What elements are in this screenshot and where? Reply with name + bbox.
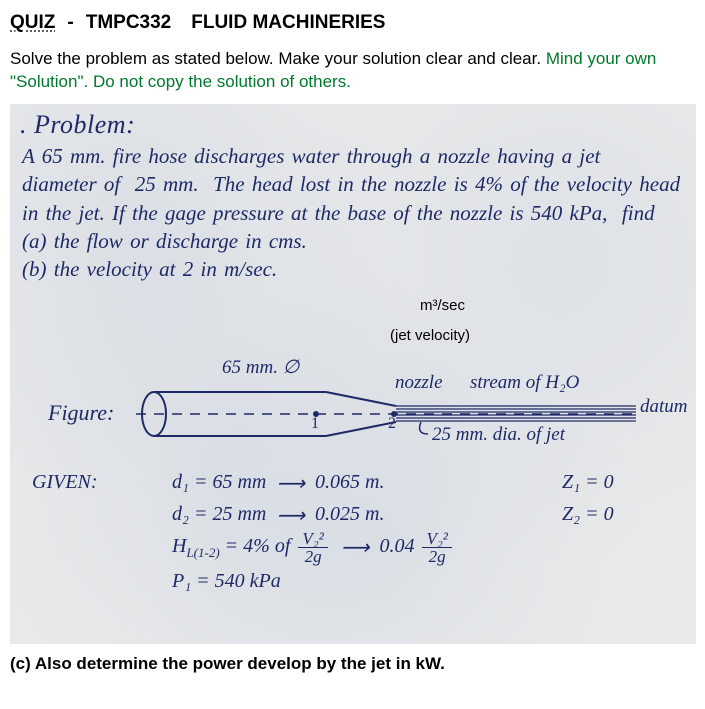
z2-eq: Z₂ = 0 bbox=[562, 498, 682, 530]
instructions-black: Solve the problem as stated below. Make … bbox=[10, 49, 546, 68]
d2-val: 0.025 m. bbox=[315, 503, 384, 525]
course-title: FLUID MACHINERIES bbox=[191, 12, 385, 34]
hl-sub: L(1-2) bbox=[186, 545, 219, 560]
header: QUIZ - TMPC332 FLUID MACHINERIES bbox=[10, 12, 695, 34]
given-block: GIVEN: d₁ = 65 mm ⟶ 0.065 m. Z₁ = 0 d₂ =… bbox=[32, 466, 682, 597]
frac-v2-2g-1: V₂² 2g bbox=[298, 530, 327, 565]
d1-val: 0.065 m. bbox=[315, 471, 384, 493]
annotation-jet-velocity: (jet velocity) bbox=[390, 327, 470, 344]
frac-num: V₂² bbox=[298, 530, 327, 548]
frac-den: 2g bbox=[425, 548, 450, 565]
quiz-label: QUIZ bbox=[10, 12, 55, 34]
instructions: Solve the problem as stated below. Make … bbox=[10, 48, 695, 94]
arrow-icon: ⟶ bbox=[276, 468, 305, 500]
z1-eq: Z₁ = 0 bbox=[562, 466, 682, 498]
dash: - bbox=[67, 12, 73, 34]
annotation-m3sec: m³/sec bbox=[420, 297, 465, 314]
figure-region: Figure: 65 mm. ∅ nozzle stream of H₂O da… bbox=[20, 352, 686, 462]
figure-label: Figure: bbox=[48, 400, 114, 426]
p1-eq: P₁ = 540 kPa bbox=[172, 565, 562, 597]
given-label: GIVEN: bbox=[32, 466, 172, 498]
problem-heading: . Problem: bbox=[10, 104, 696, 140]
point-2-label: 2 bbox=[388, 415, 396, 432]
frac-num: V₂² bbox=[422, 530, 451, 548]
d2-eq: d₂ = 25 mm bbox=[172, 503, 266, 525]
hl-sym: H bbox=[172, 535, 186, 557]
part-c-text: (c) Also determine the power develop by … bbox=[10, 654, 695, 674]
frac-v2-2g-2: V₂² 2g bbox=[422, 530, 451, 565]
point-1-label: 1 bbox=[311, 415, 319, 432]
nozzle-diagram: 1 2 bbox=[136, 372, 676, 457]
hl-rhs: 0.04 bbox=[379, 535, 414, 557]
arrow-icon: ⟶ bbox=[276, 500, 305, 532]
course-code: TMPC332 bbox=[86, 12, 172, 34]
problem-text: A 65 mm. fire hose discharges water thro… bbox=[10, 140, 696, 284]
arrow-icon: ⟶ bbox=[341, 532, 370, 564]
d1-eq: d₁ = 65 mm bbox=[172, 471, 266, 493]
scanned-problem-panel: . Problem: A 65 mm. fire hose discharges… bbox=[10, 104, 696, 644]
frac-den: 2g bbox=[301, 548, 326, 565]
hl-eq: = 4% of bbox=[225, 535, 296, 557]
